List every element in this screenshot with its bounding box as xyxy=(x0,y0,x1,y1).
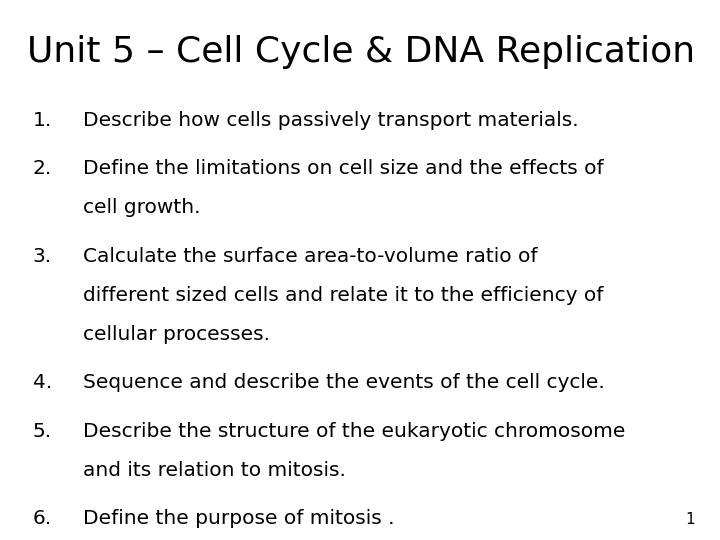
Text: 1: 1 xyxy=(685,511,695,526)
Text: Sequence and describe the events of the cell cycle.: Sequence and describe the events of the … xyxy=(83,373,605,392)
Text: different sized cells and relate it to the efficiency of: different sized cells and relate it to t… xyxy=(83,286,603,305)
Text: Describe how cells passively transport materials.: Describe how cells passively transport m… xyxy=(83,111,578,130)
Text: 2.: 2. xyxy=(32,159,52,178)
Text: 5.: 5. xyxy=(32,422,52,441)
Text: 3.: 3. xyxy=(32,247,52,266)
Text: 6.: 6. xyxy=(32,509,52,528)
Text: Calculate the surface area-to-volume ratio of: Calculate the surface area-to-volume rat… xyxy=(83,247,537,266)
Text: cell growth.: cell growth. xyxy=(83,198,200,217)
Text: Unit 5 – Cell Cycle & DNA Replication: Unit 5 – Cell Cycle & DNA Replication xyxy=(27,35,696,69)
Text: cellular processes.: cellular processes. xyxy=(83,325,270,343)
Text: and its relation to mitosis.: and its relation to mitosis. xyxy=(83,461,346,480)
Text: Define the limitations on cell size and the effects of: Define the limitations on cell size and … xyxy=(83,159,603,178)
Text: Describe the structure of the eukaryotic chromosome: Describe the structure of the eukaryotic… xyxy=(83,422,625,441)
Text: 1.: 1. xyxy=(32,111,52,130)
Text: Define the purpose of mitosis .: Define the purpose of mitosis . xyxy=(83,509,395,528)
Text: 4.: 4. xyxy=(32,373,52,392)
